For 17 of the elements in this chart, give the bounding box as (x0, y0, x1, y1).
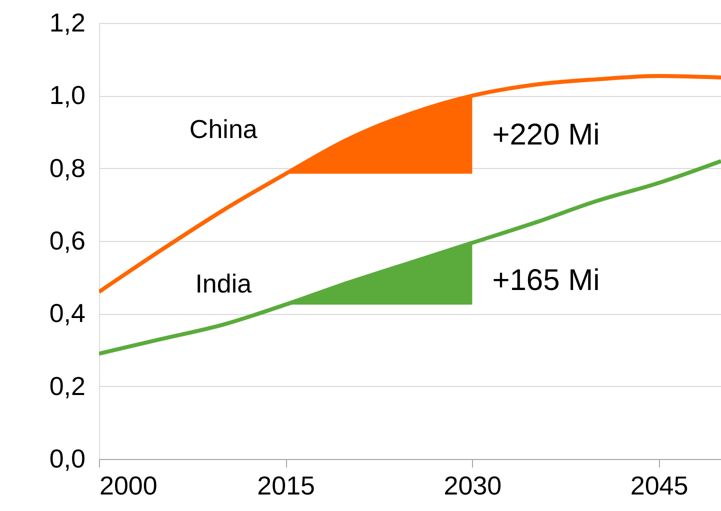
y-tick-label: 1,2 (49, 8, 86, 38)
series-label: India (195, 268, 252, 299)
x-tick-label: 2030 (444, 470, 502, 500)
annotation: +165 Mi (492, 264, 600, 297)
y-tick-label: 0,2 (49, 370, 86, 401)
x-tick-label: 2045 (630, 470, 688, 500)
y-tick-label: 0,6 (49, 226, 86, 256)
series-label: China (189, 114, 258, 144)
line-series (99, 74, 721, 294)
y-tick-label: 1,0 (49, 80, 86, 110)
y-tick-label: 0,4 (49, 298, 86, 328)
x-tick-label: 2000 (100, 470, 158, 500)
y-tick-label: 0,0 (49, 444, 86, 474)
y-tick-label: 0,8 (49, 152, 86, 183)
line-series (99, 159, 721, 356)
x-tick-label: 2015 (257, 470, 316, 500)
annotation: +220 Mi (492, 118, 600, 152)
